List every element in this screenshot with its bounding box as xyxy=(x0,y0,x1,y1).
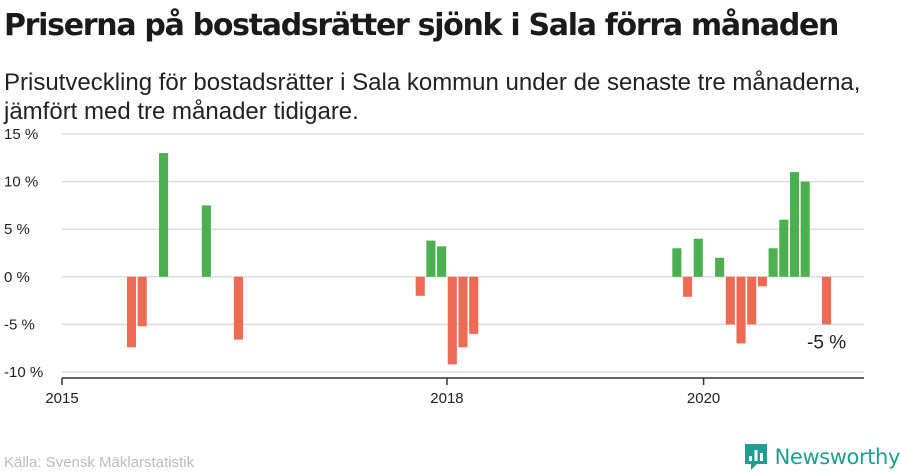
bar xyxy=(458,276,468,348)
newsworthy-logo-icon xyxy=(744,444,767,470)
y-tick-label: 15 % xyxy=(4,126,38,143)
y-tick-label: 10 % xyxy=(4,174,38,191)
y-tick-label: -10 % xyxy=(4,364,43,381)
bar xyxy=(447,276,457,365)
bar xyxy=(768,248,778,277)
bar xyxy=(437,246,447,277)
brand-logo: Newsworthy xyxy=(743,440,900,474)
bar xyxy=(683,276,693,297)
bar xyxy=(137,276,147,327)
bar xyxy=(126,276,137,348)
bar xyxy=(822,276,832,325)
y-tick-label: -5 % xyxy=(4,316,35,333)
chart-title: Priserna på bostadsrätter sjönk i Sala f… xyxy=(4,8,839,43)
bar xyxy=(693,238,703,277)
x-tick-label: 2018 xyxy=(430,390,463,407)
bar xyxy=(469,276,479,334)
bar xyxy=(426,240,436,277)
x-tick-label: 2020 xyxy=(687,390,720,407)
chart-subtitle: Prisutveckling för bostadsrätter i Sala … xyxy=(4,69,861,125)
last-value-annotation: -5 % xyxy=(807,332,846,353)
x-tick-label: 2015 xyxy=(45,390,78,407)
source-note: Källa: Svensk Mäklarstatistik xyxy=(4,454,195,471)
bar xyxy=(757,276,767,287)
y-tick-label: 5 % xyxy=(4,221,30,238)
brand-name: Newsworthy xyxy=(774,445,900,469)
bar xyxy=(159,153,169,277)
bar xyxy=(715,257,725,277)
bar xyxy=(672,248,682,277)
bar xyxy=(233,276,243,340)
bar xyxy=(736,276,746,344)
bar xyxy=(789,172,800,277)
y-tick-label: 0 % xyxy=(4,269,30,286)
bar xyxy=(747,276,757,325)
bar xyxy=(725,276,735,325)
bar xyxy=(415,276,425,296)
bar xyxy=(779,219,789,277)
bar xyxy=(201,205,211,277)
bar xyxy=(800,181,810,277)
